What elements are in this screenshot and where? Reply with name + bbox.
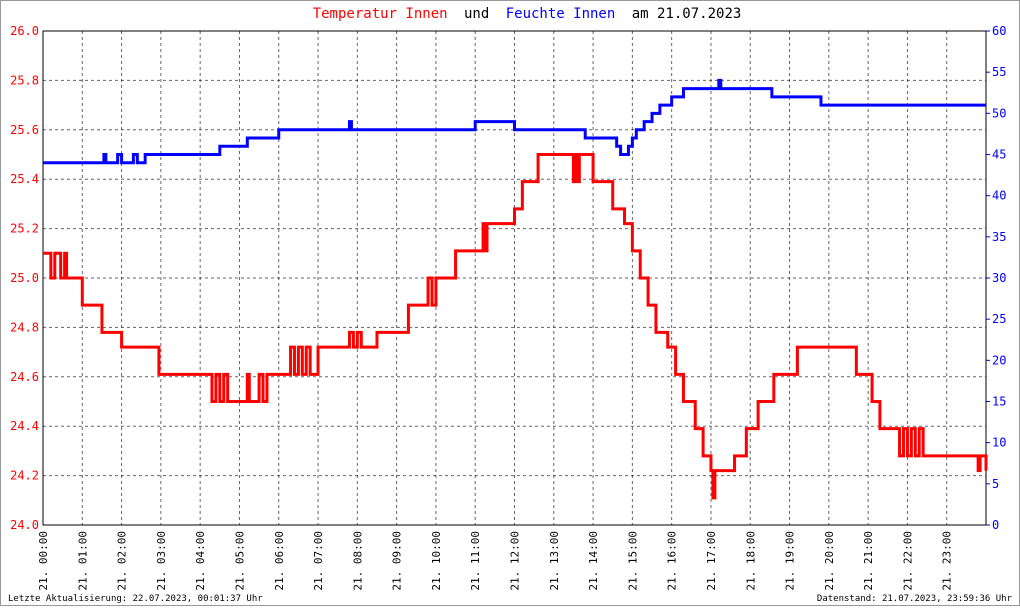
y-tick-label: 25.2 xyxy=(10,222,39,236)
title-part: und xyxy=(464,6,489,22)
data-line xyxy=(43,153,988,500)
footer-left: Letzte Aktualisierung: 22.07.2023, 00:01… xyxy=(8,594,263,604)
y-tick-label: 25.6 xyxy=(10,123,39,137)
footer-right: Datenstand: 21.07.2023, 23:59:36 Uhr xyxy=(817,594,1013,604)
x-tick-label: 21. 00:00 xyxy=(37,531,50,591)
y2-tick-label: 60 xyxy=(992,24,1006,38)
y2-tick-label: 40 xyxy=(992,189,1006,203)
y2-tick-label: 45 xyxy=(992,148,1006,162)
y2-tick-label: 15 xyxy=(992,395,1006,409)
x-tick-label: 21. 15:00 xyxy=(626,531,639,591)
y2-tick-label: 55 xyxy=(992,65,1006,79)
y2-tick-label: 5 xyxy=(992,477,999,491)
x-tick-label: 21. 20:00 xyxy=(823,531,836,591)
title-part: am 21.07.2023 xyxy=(632,6,742,22)
x-tick-label: 21. 21:00 xyxy=(862,531,875,591)
y2-tick-label: 50 xyxy=(992,106,1006,120)
x-tick-label: 21. 22:00 xyxy=(901,531,914,591)
x-tick-label: 21. 08:00 xyxy=(351,531,364,591)
y-tick-label: 24.2 xyxy=(10,469,39,483)
x-tick-label: 21. 07:00 xyxy=(312,531,325,591)
y2-tick-label: 30 xyxy=(992,271,1006,285)
x-tick-label: 21. 04:00 xyxy=(194,531,207,591)
x-tick-label: 21. 09:00 xyxy=(391,531,404,591)
title-part: Temperatur Innen xyxy=(313,6,448,22)
plot-border xyxy=(42,30,987,526)
chart-title: Temperatur Innen und Feuchte Innen am 21… xyxy=(313,6,742,22)
y2-tick-label: 20 xyxy=(992,353,1006,367)
title-part: Feuchte Innen xyxy=(506,6,616,22)
y-tick-label: 24.0 xyxy=(10,518,39,532)
y-tick-label: 24.6 xyxy=(10,370,39,384)
x-tick-label: 21. 12:00 xyxy=(509,531,522,591)
x-tick-label: 21. 19:00 xyxy=(784,531,797,591)
x-tick-label: 21. 02:00 xyxy=(116,531,129,591)
x-tick-label: 21. 14:00 xyxy=(587,531,600,591)
x-tick-label: 21. 11:00 xyxy=(469,531,482,591)
x-tick-label: 21. 05:00 xyxy=(233,531,246,591)
x-tick-label: 21. 18:00 xyxy=(744,531,757,591)
y2-tick-label: 10 xyxy=(992,436,1006,450)
y-tick-label: 25.8 xyxy=(10,73,39,87)
y-tick-label: 24.4 xyxy=(10,419,39,433)
y-tick-label: 25.4 xyxy=(10,172,39,186)
x-tick-label: 21. 01:00 xyxy=(76,531,89,591)
x-tick-label: 21. 23:00 xyxy=(941,531,954,591)
x-tick-label: 21. 03:00 xyxy=(155,531,168,591)
y2-tick-label: 25 xyxy=(992,312,1006,326)
y-tick-label: 24.8 xyxy=(10,320,39,334)
y2-tick-label: 35 xyxy=(992,230,1006,244)
x-tick-label: 21. 16:00 xyxy=(666,531,679,591)
x-tick-label: 21. 10:00 xyxy=(430,531,443,591)
x-tick-label: 21. 13:00 xyxy=(548,531,561,591)
y-tick-label: 26.0 xyxy=(10,24,39,38)
x-tick-label: 21. 17:00 xyxy=(705,531,718,591)
y-tick-label: 25.0 xyxy=(10,271,39,285)
data-line xyxy=(43,78,986,165)
y2-tick-label: 0 xyxy=(992,518,999,532)
x-tick-label: 21. 06:00 xyxy=(273,531,286,591)
